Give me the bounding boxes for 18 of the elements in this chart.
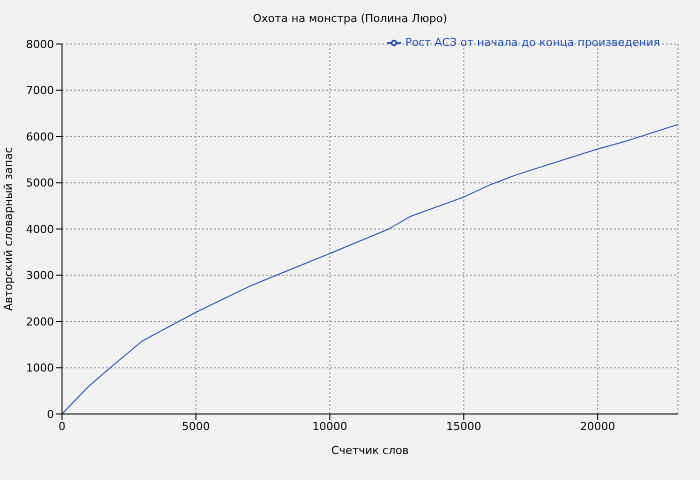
chart-title: Охота на монстра (Полина Люро): [252, 12, 448, 25]
y-tick-label: 2000: [26, 315, 54, 328]
x-axis-title: Счетчик слов: [331, 444, 409, 457]
y-tick-label: 4000: [26, 222, 54, 236]
x-tick-label: 15000: [446, 420, 482, 433]
x-tick-label: 5000: [182, 420, 210, 433]
y-tick-label: 5000: [26, 176, 54, 190]
y-tick-label: 6000: [26, 130, 54, 144]
y-tick-label: 7000: [26, 84, 54, 98]
y-tick-label: 1000: [26, 362, 54, 375]
legend-label: Рост АСЗ от начала до конца произведения: [405, 36, 660, 50]
x-tick-label: 10000: [312, 420, 348, 433]
y-axis-title: Авторский словарный запас: [2, 147, 15, 311]
x-tick-label: 20000: [580, 420, 616, 433]
y-tick-label: 8000: [26, 38, 54, 51]
x-tick-label: 0: [58, 420, 66, 433]
y-tick-label: 0: [47, 408, 54, 421]
y-tick-label: 3000: [26, 269, 54, 282]
